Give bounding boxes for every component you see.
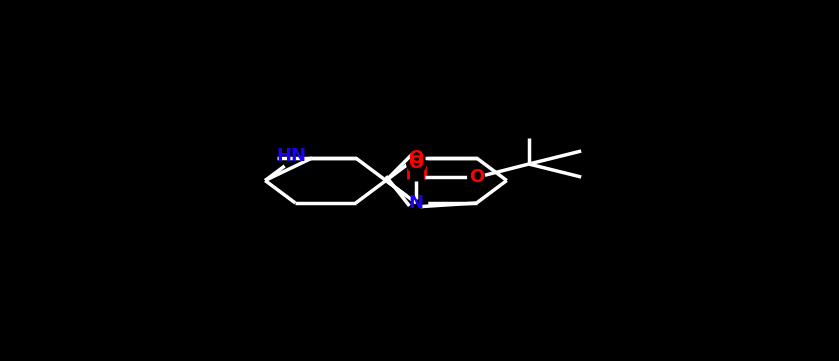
Text: O: O — [469, 168, 484, 186]
Text: N: N — [409, 194, 424, 212]
Text: O: O — [409, 154, 424, 172]
Text: O: O — [409, 149, 424, 167]
Text: HN: HN — [276, 147, 306, 165]
